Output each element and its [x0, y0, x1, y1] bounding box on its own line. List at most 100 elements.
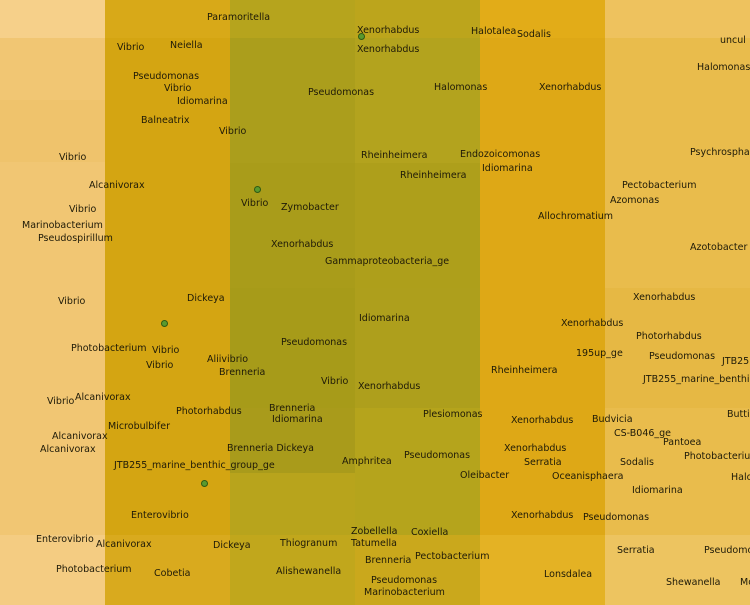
taxon-label: Xenorhabdus: [561, 318, 624, 329]
taxon-label: Microbulbifer: [108, 421, 171, 432]
heat-cell: [605, 0, 750, 38]
heat-cell: [0, 535, 105, 605]
taxon-label: Rheinheimera: [400, 170, 467, 181]
taxon-label: Serratia: [617, 545, 655, 556]
heat-cell: [230, 38, 355, 163]
taxon-label: Rheinheimera: [361, 150, 428, 161]
taxon-label: Serratia: [524, 457, 562, 468]
taxon-label: Enterovibrio: [36, 534, 94, 545]
heat-cell: [230, 163, 355, 288]
taxon-label: Allochromatium: [538, 211, 614, 222]
taxon-label: Alishewanella: [276, 566, 342, 577]
taxon-label: Pectobacterium: [622, 180, 697, 191]
data-point: [358, 33, 365, 40]
taxon-label: Balneatrix: [141, 115, 190, 126]
taxon-label: Pseudomonas: [404, 450, 471, 461]
taxon-label: Budvicia: [592, 414, 633, 425]
heat-cell: [355, 535, 480, 605]
taxon-label: Pseudomonas: [583, 512, 650, 523]
taxon-label: Pseudospirillum: [38, 233, 113, 244]
heat-cell: [480, 535, 605, 605]
taxon-label: Oceanisphaera: [552, 471, 624, 482]
heat-cell: [230, 288, 355, 408]
taxon-label: Xenorhabdus: [511, 510, 574, 521]
heat-cell: [605, 288, 750, 408]
taxon-label: Vibrio: [117, 42, 145, 53]
taxon-label: Photobacterium: [71, 343, 147, 354]
band-right-mid: [480, 0, 605, 605]
taxon-label: Enterovibrio: [131, 510, 189, 521]
heat-cell: [230, 408, 355, 473]
taxon-label: Vibrio: [47, 396, 75, 407]
taxon-label: Alcanivorax: [40, 444, 96, 455]
taxon-label: JTB25: [722, 356, 750, 367]
taxon-label: Pectobacterium: [415, 551, 490, 562]
taxon-label: Vibrio: [59, 152, 87, 163]
taxon-label: Oleibacter: [460, 470, 510, 481]
taxon-label: Pseudomonas: [133, 71, 200, 82]
taxon-label: Idiomarina: [272, 414, 323, 425]
taxon-label: Pseudomonas: [281, 337, 348, 348]
taxon-label: Halotalea: [471, 26, 517, 37]
taxon-label: Zobellella: [351, 526, 398, 537]
taxon-label: Alcanivorax: [52, 431, 108, 442]
taxon-label: Halo: [731, 472, 750, 483]
taxon-label: Sodalis: [517, 29, 551, 40]
taxon-label: Halomonas: [697, 62, 750, 73]
band-left-edge: [0, 0, 105, 605]
taxon-label: Pseudomonas: [649, 351, 716, 362]
taxon-label: Plesiomonas: [423, 409, 483, 420]
taxon-label: Sodalis: [620, 457, 654, 468]
taxon-label: Vibrio: [321, 376, 349, 387]
heat-cell: [0, 0, 105, 38]
taxon-label: Azomonas: [610, 195, 660, 206]
taxon-label: Zymobacter: [281, 202, 339, 213]
taxon-label: Neiella: [170, 40, 203, 51]
taxon-label: Xenorhabdus: [271, 239, 334, 250]
taxon-label: Vibrio: [164, 83, 192, 94]
heat-cell: [355, 0, 480, 38]
taxon-label: Idiomarina: [177, 96, 228, 107]
taxon-label: Marinobacterium: [22, 220, 103, 231]
taxon-label: Marinobacterium: [364, 587, 445, 598]
taxon-label: Dickeya: [187, 293, 225, 304]
taxon-label: Paramoritella: [207, 12, 271, 23]
taxon-label: Vibrio: [69, 204, 97, 215]
taxon-label: 195up_ge: [576, 348, 623, 359]
taxon-label: Halomonas: [434, 82, 488, 93]
heat-cell: [355, 38, 480, 163]
data-point: [201, 480, 208, 487]
heat-cell: [605, 535, 750, 605]
taxon-label: Rheinheimera: [491, 365, 558, 376]
taxon-label: Pseudomonas: [371, 575, 438, 586]
taxon-label: Photorhabdus: [636, 331, 702, 342]
taxon-label: Vibrio: [58, 296, 86, 307]
heat-cell: [230, 0, 355, 38]
taxon-label: Xenorhabdus: [357, 25, 420, 36]
heat-cell: [355, 163, 480, 288]
band-left-mid: [105, 0, 230, 605]
taxon-label: JTB255_marine_benthi: [643, 374, 750, 385]
taxon-label: Dickeya: [213, 540, 251, 551]
taxon-label: Xenorhabdus: [357, 44, 420, 55]
taxon-label: JTB255_marine_benthic_group_ge: [114, 460, 275, 471]
taxon-label: Photobacterium: [56, 564, 132, 575]
taxon-label: Alcanivorax: [89, 180, 145, 191]
taxon-label: Vibrio: [146, 360, 174, 371]
data-point: [161, 320, 168, 327]
taxon-label: Alcanivorax: [75, 392, 131, 403]
heat-cell: [230, 535, 355, 605]
taxon-label: Cobetia: [154, 568, 191, 579]
taxon-label: Pantoea: [663, 437, 702, 448]
taxon-label: Thiogranum: [280, 538, 338, 549]
taxon-label: Vibrio: [152, 345, 180, 356]
taxon-label: Vibrio: [241, 198, 269, 209]
taxon-label: Endozoicomonas: [460, 149, 541, 160]
heat-cell: [105, 0, 230, 38]
taxon-label: Vibrio: [219, 126, 247, 137]
taxon-label: Coxiella: [411, 527, 449, 538]
heat-cell: [480, 0, 605, 38]
taxon-label: Lonsdalea: [544, 569, 593, 580]
taxon-label: Mo: [740, 577, 750, 588]
